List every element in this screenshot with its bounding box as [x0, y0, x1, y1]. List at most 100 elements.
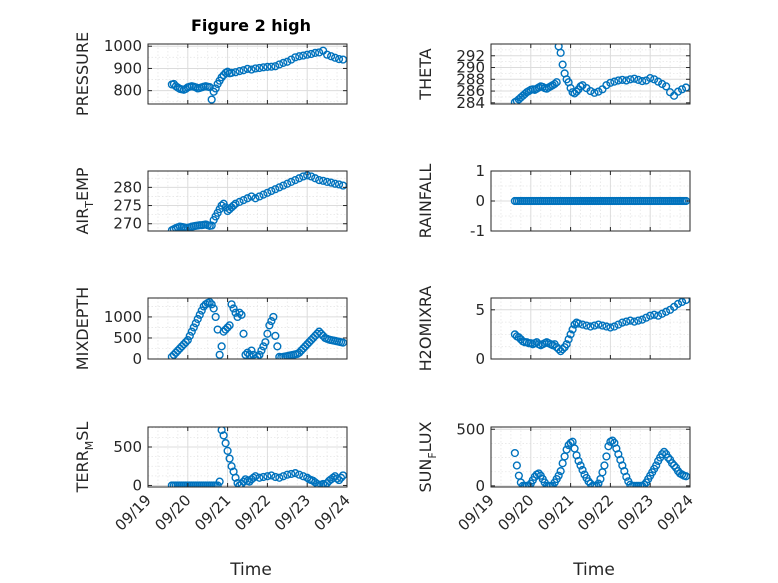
data-point	[512, 461, 521, 470]
data-point	[582, 321, 591, 330]
data-point	[334, 55, 344, 64]
data-point	[271, 185, 280, 194]
data-point	[217, 73, 226, 82]
axes-frame	[147, 426, 348, 488]
y-axis-label-suffix: LUX	[416, 421, 435, 452]
data-point	[338, 181, 347, 190]
data-point	[251, 64, 260, 73]
y-tick-label: 0	[475, 477, 485, 495]
data-series	[510, 436, 690, 487]
y-axis-label-subscript: F	[426, 452, 439, 458]
data-point	[558, 60, 567, 69]
data-point	[610, 322, 619, 331]
data-point	[217, 342, 226, 351]
data-point	[578, 320, 587, 329]
data-point	[279, 472, 288, 481]
data-point	[576, 461, 585, 470]
data-point	[275, 473, 284, 482]
axes-frame	[147, 297, 348, 360]
data-point	[275, 183, 284, 192]
data-point	[235, 197, 244, 207]
y-tick-label: 1000	[104, 37, 142, 55]
data-series	[510, 44, 690, 104]
data-point	[570, 320, 579, 329]
axes-frame	[490, 426, 691, 488]
x-tick-label: 09/19	[455, 491, 498, 534]
data-point	[630, 317, 639, 326]
data-point	[662, 307, 671, 316]
data-point	[239, 477, 248, 486]
data-point	[267, 317, 276, 326]
data-point	[243, 64, 252, 73]
data-point	[554, 471, 563, 480]
data-point	[590, 88, 599, 97]
data-point	[568, 325, 577, 334]
data-point	[269, 312, 278, 322]
y-tick-label: 500	[113, 329, 142, 347]
data-point	[590, 321, 599, 330]
data-point	[267, 471, 276, 480]
x-tick-label: 09/22	[574, 491, 617, 534]
axes-frame	[490, 297, 691, 360]
data-point	[650, 75, 659, 84]
data-point	[646, 74, 655, 83]
data-point	[602, 322, 611, 331]
data-point	[578, 465, 587, 475]
y-axis-label: RAINFALL	[416, 164, 435, 239]
data-point	[223, 67, 232, 76]
y-axis-label-subscript: M	[83, 441, 96, 451]
data-point	[658, 450, 667, 459]
y-tick-label: 900	[113, 59, 142, 77]
x-tick-label: 09/23	[271, 491, 314, 534]
data-point	[634, 75, 643, 84]
axes-frame	[490, 43, 691, 105]
data-point	[524, 481, 533, 487]
data-point	[299, 172, 308, 181]
data-point	[295, 174, 304, 183]
data-point	[247, 65, 256, 74]
data-point	[287, 469, 296, 479]
y-tick-label: 800	[113, 82, 142, 100]
data-point	[239, 195, 248, 205]
data-point	[263, 329, 272, 338]
data-point	[642, 76, 651, 85]
x-axis-label-right: Time	[572, 560, 615, 580]
data-point	[592, 481, 601, 487]
data-point	[564, 335, 573, 344]
data-series	[167, 46, 347, 104]
data-point	[261, 338, 270, 347]
data-point	[271, 62, 280, 71]
x-tick-label: 09/24	[654, 491, 697, 534]
data-point	[669, 461, 679, 470]
data-point	[205, 298, 214, 307]
x-tick-label: 09/21	[191, 491, 234, 534]
data-point	[646, 311, 655, 320]
x-tick-label: 09/23	[614, 491, 657, 534]
data-point	[321, 481, 330, 487]
x-tick-label: 09/22	[231, 491, 274, 534]
data-point	[614, 320, 623, 329]
data-point	[606, 78, 615, 87]
data-series	[167, 298, 347, 359]
data-point	[660, 447, 669, 457]
data-point	[291, 469, 300, 478]
data-point	[598, 321, 607, 330]
data-point	[227, 462, 236, 471]
data-point	[562, 445, 571, 454]
data-point	[239, 66, 248, 75]
data-point	[315, 48, 324, 57]
data-point	[618, 75, 627, 84]
data-point	[215, 350, 224, 359]
data-point	[626, 75, 635, 84]
data-point	[640, 480, 649, 487]
x-tick-label: 09/24	[311, 491, 354, 534]
y-axis-label-text: MIXDEPTH	[73, 287, 92, 370]
data-point	[326, 52, 336, 61]
y-axis-label: THETA	[416, 48, 435, 100]
data-point	[275, 352, 284, 359]
data-point	[235, 308, 244, 317]
y-tick-label: 5	[475, 301, 485, 319]
